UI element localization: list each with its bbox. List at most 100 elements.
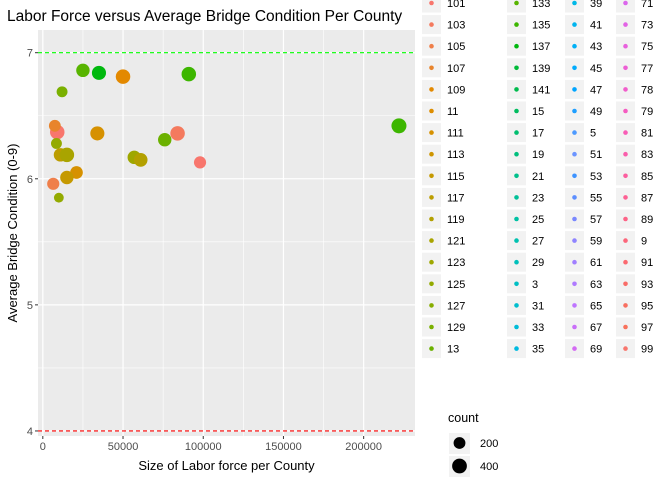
legend-swatch: [514, 43, 519, 49]
data-point: [48, 119, 61, 132]
legend-label: 63: [590, 279, 602, 291]
legend-swatch: [623, 108, 628, 114]
legend-label: 3: [532, 279, 538, 291]
legend-label: 5: [590, 128, 596, 140]
legend-swatch: [514, 195, 519, 200]
legend-label: 89: [641, 214, 653, 226]
legend-label: 11: [447, 106, 458, 118]
data-point: [158, 132, 172, 147]
legend-label: 69: [590, 344, 602, 356]
legend-label: 9: [641, 236, 647, 248]
legend-swatch: [514, 303, 519, 308]
legend-label: 115: [447, 171, 465, 183]
legend-label: 78: [641, 84, 653, 96]
legend-label: 53: [590, 171, 602, 183]
legend-swatch: [514, 130, 519, 135]
legend-label: 83: [641, 149, 653, 161]
data-point: [91, 65, 107, 80]
legend-label: 43: [590, 41, 602, 53]
legend-swatch: [429, 259, 434, 265]
legend-label: 129: [447, 322, 465, 334]
legend-label: 77: [641, 63, 653, 75]
legend-swatch: [514, 324, 519, 330]
legend-label: 27: [532, 236, 544, 248]
legend-label: 97: [641, 322, 653, 334]
legend-label: 23: [532, 192, 544, 204]
chart-title: Labor Force versus Average Bridge Condit…: [7, 8, 402, 25]
legend-swatch: [429, 130, 434, 135]
size-legend-swatch: [452, 458, 467, 474]
legend-label: 25: [532, 214, 544, 226]
legend-label: 73: [641, 20, 653, 32]
legend-label: 121: [447, 236, 465, 248]
legend-label: 95: [641, 300, 653, 312]
data-point: [53, 192, 64, 203]
legend-swatch: [572, 0, 577, 6]
legend-swatch: [623, 43, 628, 49]
data-point: [193, 156, 207, 169]
legend-key: [507, 0, 526, 13]
legend-label: 67: [590, 322, 602, 334]
legend-label: 57: [590, 214, 602, 226]
legend-key: [616, 0, 635, 13]
legend-key: [422, 0, 441, 13]
legend-swatch: [623, 303, 628, 308]
legend-swatch: [514, 259, 519, 265]
legend-swatch: [623, 0, 628, 6]
legend-label: 65: [590, 300, 602, 312]
legend-swatch: [572, 281, 577, 287]
legend-swatch: [429, 22, 434, 27]
size-legend-title: count: [448, 411, 479, 425]
legend-label: 99: [641, 344, 653, 356]
legend-swatch: [572, 151, 577, 157]
y-tick-label: 4: [27, 426, 33, 438]
legend-swatch: [572, 65, 577, 71]
data-point: [170, 126, 185, 141]
legend-swatch: [514, 346, 519, 351]
legend-swatch: [623, 324, 628, 330]
legend-label: 31: [532, 300, 544, 312]
legend-swatch: [514, 87, 519, 92]
legend-label: 47: [590, 84, 602, 96]
legend-swatch: [429, 43, 434, 49]
legend-swatch: [572, 324, 577, 330]
legend-label: 111: [447, 128, 464, 140]
legend-label: 117: [447, 192, 465, 204]
legend-swatch: [572, 216, 577, 222]
grid-major: [38, 30, 415, 436]
legend-label: 101: [447, 0, 465, 10]
y-tick-label: 7: [27, 48, 33, 60]
legend-swatch: [623, 151, 628, 157]
legend-label: 135: [532, 20, 550, 32]
legend-swatch: [623, 130, 628, 135]
plot-panel: [38, 30, 415, 436]
legend-label: 107: [447, 63, 465, 75]
legend-label: 45: [590, 63, 602, 75]
legend-swatch: [623, 87, 628, 92]
data-point: [90, 126, 105, 141]
legend-swatch: [429, 324, 434, 330]
legend-swatch: [429, 195, 434, 200]
legend-swatch: [429, 108, 434, 114]
data-point: [47, 177, 60, 190]
legend-label: 139: [532, 63, 550, 75]
legend-label: 59: [590, 236, 602, 248]
legend-swatch: [572, 130, 577, 135]
legend-swatch: [623, 281, 628, 287]
data-point: [59, 147, 75, 163]
legend-swatch: [572, 22, 577, 27]
legend-label: 141: [532, 84, 550, 96]
legend-label: 49: [590, 106, 602, 118]
data-point: [70, 166, 83, 179]
legend-label: 81: [641, 128, 653, 140]
data-point: [133, 153, 148, 167]
legend-label: 85: [641, 171, 653, 183]
legend-swatch: [572, 195, 577, 200]
legend-label: 75: [641, 41, 653, 53]
legend-swatch: [623, 65, 628, 71]
legend-label: 105: [447, 41, 465, 53]
legend-swatch: [514, 216, 519, 222]
legend-label: 93: [641, 279, 653, 291]
legend-label: 41: [590, 20, 602, 32]
data-point: [115, 69, 131, 84]
